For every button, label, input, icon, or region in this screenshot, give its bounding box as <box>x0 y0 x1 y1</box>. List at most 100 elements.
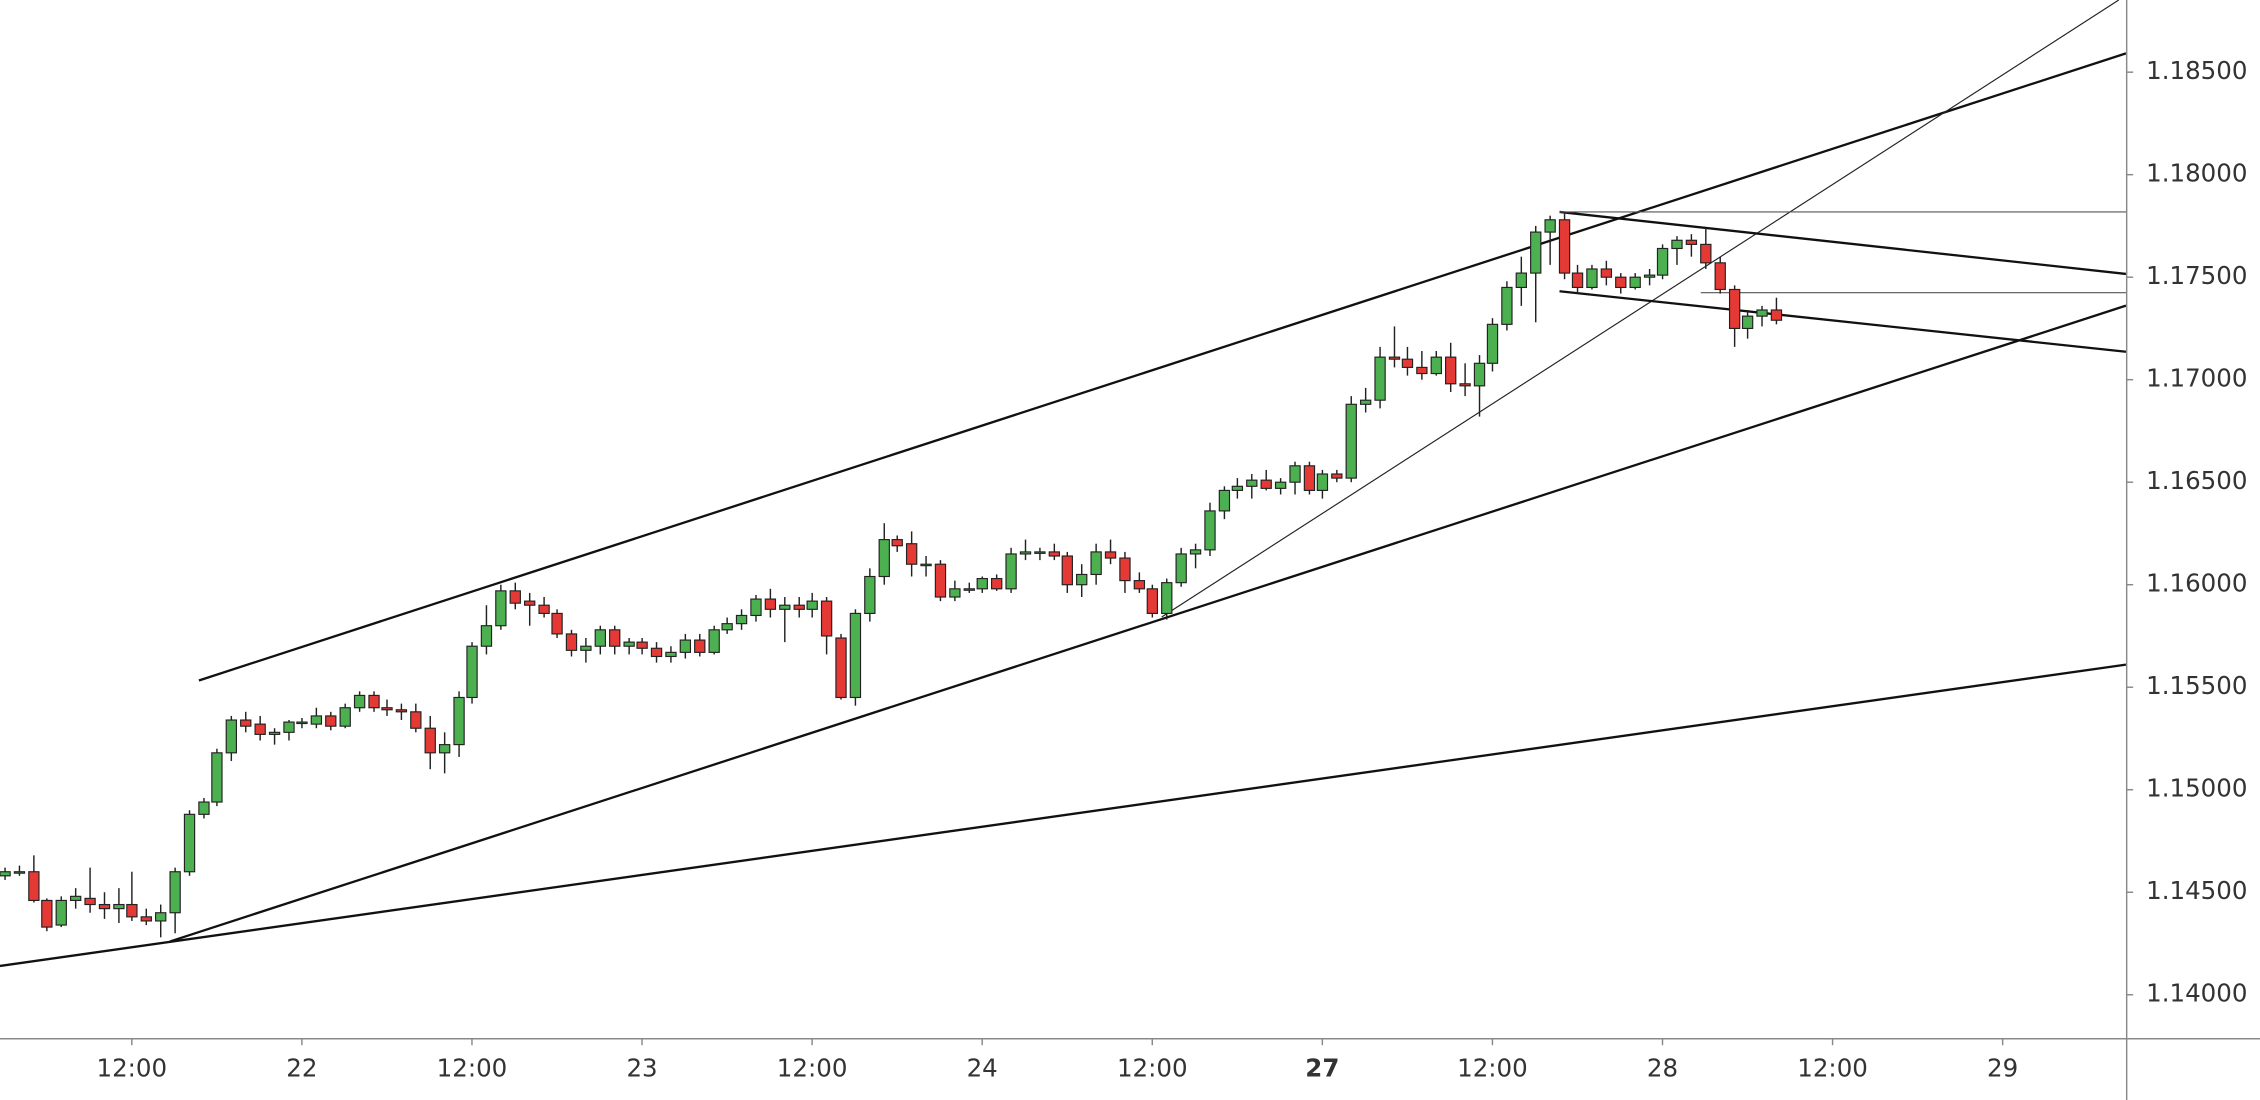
candle-body <box>1204 510 1216 551</box>
candle-body <box>509 590 521 604</box>
candle-body <box>84 897 96 906</box>
candle-body <box>864 575 876 614</box>
candle-body <box>211 752 223 803</box>
candle-body <box>764 598 777 610</box>
candle-body <box>169 871 181 914</box>
candle-body <box>225 719 238 754</box>
candle-body <box>779 604 791 610</box>
candle-body <box>1260 479 1272 489</box>
candle-body <box>1445 356 1457 385</box>
candle-body <box>155 912 167 922</box>
candle-body <box>466 645 478 699</box>
candle-body <box>793 604 805 610</box>
candle-body <box>1544 219 1556 233</box>
candle-body <box>240 719 252 727</box>
y-tick-label: 1.17500 <box>2146 261 2247 290</box>
y-tick-label: 1.16500 <box>2146 466 2247 495</box>
candle-body <box>1770 309 1783 321</box>
x-tick-label: 29 <box>1987 1054 2018 1083</box>
candle-body <box>1530 231 1542 274</box>
candle-body <box>920 563 932 567</box>
x-tick-label: 24 <box>967 1054 998 1083</box>
candle-body <box>1741 315 1754 330</box>
candle-body <box>1019 551 1032 555</box>
candle-body <box>13 871 26 874</box>
candle-body <box>1615 276 1627 289</box>
candle-body <box>1558 219 1571 274</box>
candle-body <box>339 707 351 727</box>
candle-body <box>254 723 266 735</box>
candle-body <box>183 813 196 873</box>
candle-body <box>368 694 380 709</box>
candle-body <box>69 895 82 902</box>
candle-body <box>28 871 40 902</box>
candle-body <box>1671 239 1683 250</box>
y-tick-label: 1.18000 <box>2146 159 2247 188</box>
candle-body <box>1430 356 1442 375</box>
candle-body <box>1501 286 1513 325</box>
candle-body <box>113 903 125 910</box>
candle-body <box>594 629 606 647</box>
y-tick-label: 1.14000 <box>2146 979 2247 1008</box>
candle-body <box>1685 239 1698 245</box>
candle-body <box>750 598 762 617</box>
candle-body <box>1656 247 1669 276</box>
candle-body <box>1600 268 1613 278</box>
candle-body <box>198 801 210 815</box>
candle-body <box>140 916 152 922</box>
candle-body <box>565 633 578 651</box>
candle-body <box>623 641 635 647</box>
candle-body <box>1218 489 1231 512</box>
candle-body <box>694 639 706 653</box>
x-tick-label: 12:00 <box>97 1054 168 1083</box>
candle-body <box>1586 268 1598 289</box>
candle-body <box>679 639 692 653</box>
candle-body <box>1473 362 1486 387</box>
candle-body <box>820 600 833 637</box>
candle-body <box>353 694 366 709</box>
candle-body <box>721 623 733 631</box>
candle-body <box>1289 465 1301 483</box>
trend-line <box>1161 0 2120 618</box>
candle-body <box>976 577 988 590</box>
candle-body <box>395 709 408 713</box>
candles <box>0 213 1783 938</box>
candle-body <box>453 696 465 746</box>
candle-body <box>1034 551 1046 554</box>
candle-body <box>551 612 563 635</box>
candle-body <box>1331 473 1343 479</box>
candle-body <box>1104 551 1117 559</box>
y-tick-label: 1.15000 <box>2146 774 2247 803</box>
candle-body <box>1161 582 1173 614</box>
candle-body <box>410 711 422 729</box>
candle-body <box>580 645 592 651</box>
candle-body <box>650 647 663 658</box>
candle-body <box>949 588 961 598</box>
candle-body <box>963 588 975 591</box>
trend-line <box>1559 290 2127 353</box>
candle-body <box>735 614 748 625</box>
candle-body <box>1401 358 1414 368</box>
candle-body <box>708 629 720 653</box>
x-tick-label: 27 <box>1305 1054 1339 1083</box>
trend-lines <box>0 0 2127 968</box>
candle-body <box>1643 274 1656 278</box>
candle-body <box>1374 356 1386 401</box>
candle-body <box>1175 553 1187 584</box>
candle-body <box>905 543 918 565</box>
candle-body <box>1133 580 1146 590</box>
candle-body <box>1076 573 1088 586</box>
candle-body <box>1119 557 1131 582</box>
trend-line <box>198 52 2127 682</box>
candle-body <box>424 727 436 754</box>
candle-body <box>538 604 550 614</box>
candle-body <box>1146 588 1159 614</box>
candle-body <box>934 563 947 598</box>
y-tick-label: 1.15500 <box>2146 671 2247 700</box>
y-tick-label: 1.17000 <box>2146 364 2247 393</box>
candle-body <box>1005 553 1017 590</box>
candle-body <box>1388 356 1401 360</box>
candle-body <box>636 641 648 649</box>
candle-body <box>1231 485 1244 491</box>
